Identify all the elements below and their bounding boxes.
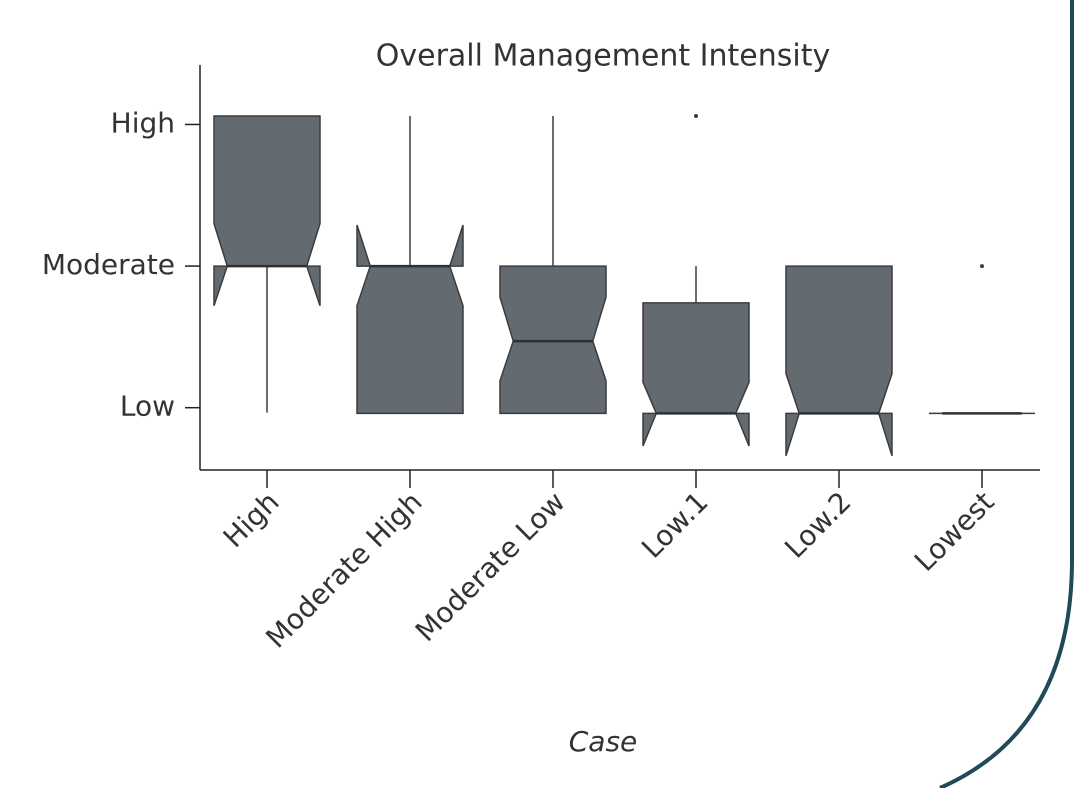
y-tick-label: High bbox=[111, 106, 175, 139]
box bbox=[499, 265, 607, 415]
box bbox=[356, 224, 464, 415]
flier bbox=[694, 113, 698, 118]
x-tick-label: Moderate Low bbox=[409, 485, 572, 648]
chart-title: Overall Management Intensity bbox=[376, 39, 830, 74]
y-tick-label: Moderate bbox=[42, 248, 175, 281]
box bbox=[642, 302, 750, 447]
box bbox=[785, 265, 893, 457]
x-tick-label: Low.1 bbox=[635, 485, 714, 564]
box bbox=[213, 115, 321, 306]
flier bbox=[980, 264, 984, 269]
x-tick-label: Low.2 bbox=[778, 485, 857, 564]
x-tick-label: Moderate High bbox=[259, 485, 428, 654]
frame-curve bbox=[939, 0, 1074, 788]
x-tick-label: High bbox=[217, 485, 286, 554]
y-tick-label: Low bbox=[120, 390, 175, 423]
x-axis-label: Case bbox=[569, 725, 638, 758]
x-tick-label: Lowest bbox=[908, 485, 1001, 578]
